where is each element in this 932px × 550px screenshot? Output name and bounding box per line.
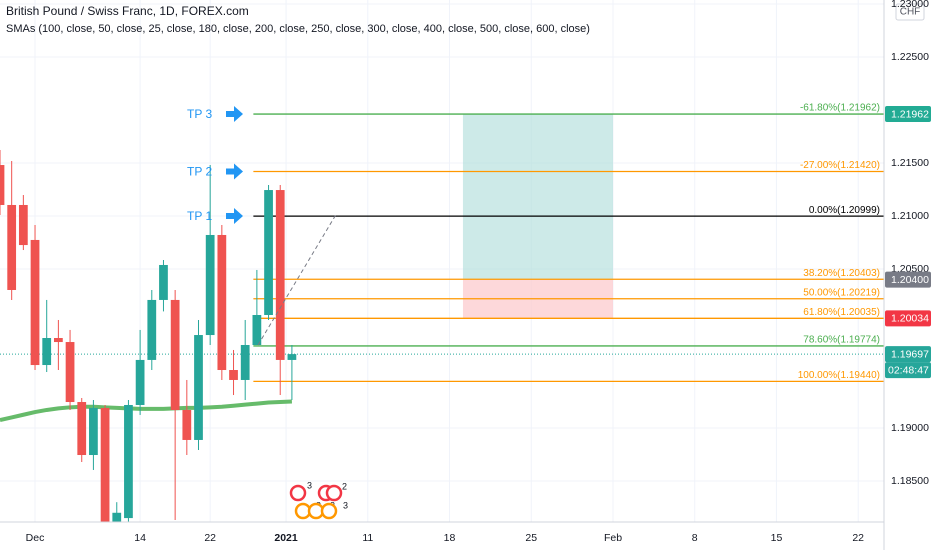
countdown-tag — [885, 362, 931, 379]
event-count: 3 — [307, 480, 312, 490]
candle-body — [100, 407, 110, 522]
indicator-legend: SMAs (100, close, 50, close, 25, close, … — [6, 23, 590, 35]
event-count: 3 — [343, 500, 348, 510]
event-count: 2 — [342, 481, 347, 491]
target-arrow — [226, 106, 243, 123]
y-tick-label: 1.23000 — [891, 0, 929, 10]
x-tick-label: Dec — [26, 532, 45, 544]
target-arrow — [226, 163, 243, 180]
y-tick-label: 1.22500 — [891, 51, 929, 63]
candle-body — [18, 204, 28, 246]
x-tick-label: 8 — [692, 532, 698, 544]
candle-body — [229, 370, 238, 380]
event-icon — [289, 484, 307, 502]
fib-label: 0.00%(1.20999) — [809, 205, 880, 216]
x-tick-label: 22 — [204, 532, 216, 544]
price-tag-label: 1.21962 — [891, 108, 929, 120]
candle-body — [159, 264, 168, 300]
price-tag-label: 1.19697 — [891, 348, 929, 360]
candle-body — [7, 204, 17, 290]
countdown-label: 02:48:47 — [888, 364, 929, 376]
candle-body — [89, 407, 98, 456]
y-tick-label: 1.21500 — [891, 157, 929, 169]
y-tick-label: 1.21000 — [891, 210, 929, 222]
x-tick-label: 18 — [444, 532, 456, 544]
candle-body — [77, 402, 87, 456]
candle-body — [275, 190, 285, 360]
candle-body — [205, 234, 215, 336]
target-label: TP 3 — [187, 107, 212, 121]
candle-body — [194, 335, 203, 440]
candle-body — [0, 165, 5, 205]
candle-body — [30, 239, 40, 366]
fib-label: -27.00%(1.21420) — [800, 160, 880, 171]
target-arrow — [226, 208, 243, 225]
fib-label: 100.00%(1.19440) — [798, 370, 880, 381]
candle-body — [170, 299, 180, 410]
candle-body — [182, 409, 192, 440]
event-icon — [325, 484, 343, 502]
fib-label: 78.60%(1.19774) — [803, 335, 880, 346]
event-icon — [320, 502, 338, 520]
y-tick-label: 1.18500 — [891, 475, 929, 487]
price-tag — [885, 346, 931, 363]
currency-label: CHF — [900, 7, 921, 18]
candle-body — [217, 234, 227, 371]
y-tick-label: 1.19000 — [891, 422, 929, 434]
sma-line — [0, 399, 292, 422]
fib-label: 61.80%(1.20035) — [803, 307, 880, 318]
x-tick-label: 15 — [771, 532, 783, 544]
candle-body — [65, 342, 75, 403]
target-label: TP 1 — [187, 209, 212, 223]
candle-body — [252, 315, 262, 345]
candle-body — [287, 354, 297, 360]
plot-area: -61.80%(1.21962) -27.00%(1.21420) 0.00%(1.… — [0, 0, 884, 522]
x-tick-label: Feb — [604, 532, 622, 544]
fib-label: 38.20%(1.20403) — [803, 268, 880, 279]
price-tag-label: 1.20400 — [891, 274, 929, 286]
candle-body — [42, 338, 52, 366]
profit-zone — [462, 114, 613, 280]
price-tag-label: 1.20034 — [891, 313, 929, 325]
x-tick-label: 11 — [362, 532, 373, 544]
fib-label: 50.00%(1.20219) — [803, 287, 880, 298]
x-tick-label: 14 — [134, 532, 146, 544]
trend-line — [257, 214, 337, 346]
candle-body — [112, 512, 122, 522]
chart-title: British Pound / Swiss Franc, 1D, FOREX.c… — [6, 4, 249, 18]
x-tick-label: 25 — [525, 532, 537, 544]
candle-body — [54, 338, 63, 343]
x-tick-label: 22 — [852, 532, 864, 544]
price-tag — [885, 310, 931, 327]
candle-body — [135, 359, 145, 405]
x-tick-label: 2021 — [274, 532, 298, 544]
target-label: TP 2 — [187, 165, 212, 179]
candle-body — [147, 299, 157, 360]
currency-badge[interactable] — [895, 3, 925, 21]
candle-body — [124, 404, 133, 519]
candle-body — [264, 190, 273, 316]
fib-label: -61.80%(1.21962) — [800, 103, 880, 114]
price-tag — [885, 271, 931, 288]
price-tag — [885, 106, 931, 123]
candle-body — [240, 344, 250, 380]
